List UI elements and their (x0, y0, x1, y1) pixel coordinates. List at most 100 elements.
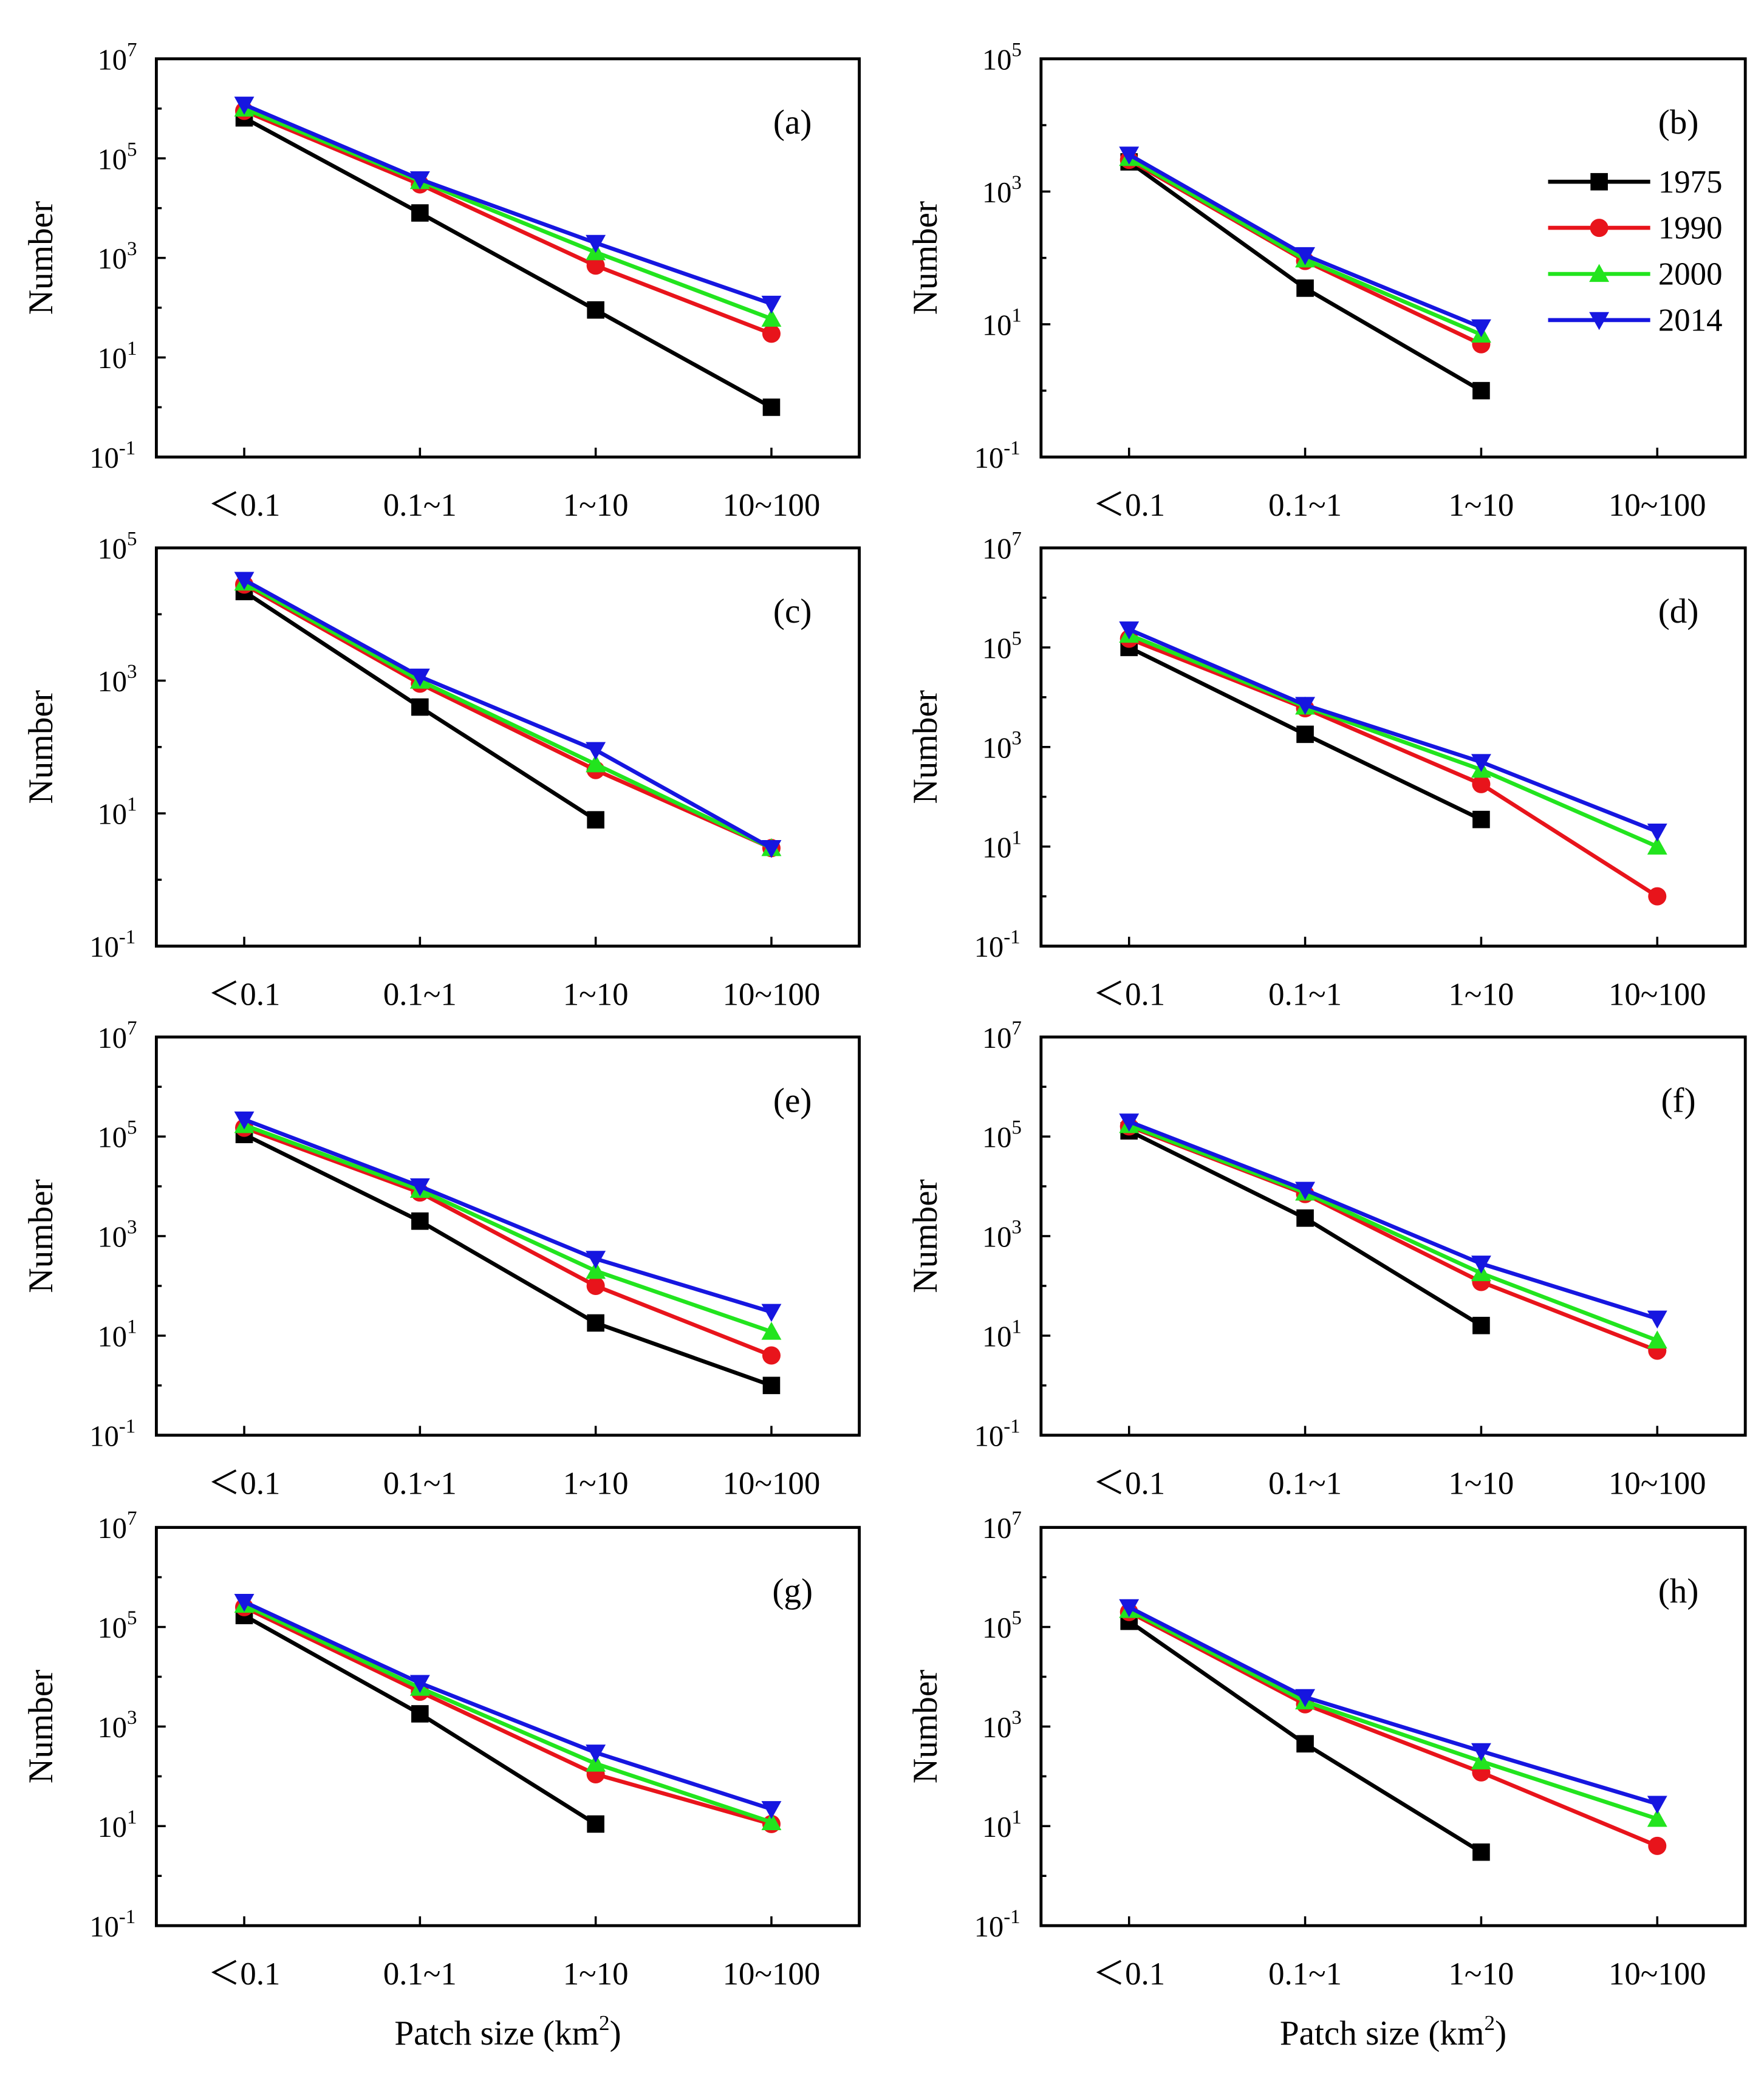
series-1975 (235, 583, 604, 829)
data-point (762, 324, 781, 343)
series-line-segment (1480, 768, 1658, 849)
y-tick-label: 105 (982, 628, 1022, 665)
legend-label: 1975 (1658, 165, 1723, 200)
x-tick-label: 1~10 (563, 977, 629, 1012)
x-tick-label: 0.1~1 (1268, 488, 1342, 523)
x-tick-label: 0.1~1 (383, 1957, 457, 1992)
data-point (411, 1705, 429, 1723)
series-line-segment (419, 682, 597, 772)
series-line-segment (419, 179, 597, 255)
data-point (1647, 836, 1667, 855)
series-2000 (1119, 148, 1491, 343)
data-point (409, 1675, 430, 1694)
y-tick-label: 103 (982, 1217, 1022, 1254)
y-tick-label: 105 (98, 138, 137, 176)
y-tick-label: 107 (982, 528, 1022, 566)
panel-label: (h) (1658, 1572, 1699, 1610)
series-line-segment (1127, 160, 1307, 290)
x-tick-label: ＜0.1 (1093, 977, 1165, 1012)
series-1975 (1120, 638, 1490, 829)
x-tick-label: 0.1~1 (1268, 1957, 1342, 1992)
x-tick-label: ＜0.1 (1093, 1466, 1165, 1502)
data-point (1647, 1808, 1667, 1827)
data-point (1472, 810, 1490, 829)
data-point (1472, 774, 1491, 793)
series-line-segment (1480, 782, 1659, 898)
series-1975 (235, 1126, 781, 1395)
series-line-segment (1128, 627, 1306, 707)
data-point (1471, 1743, 1491, 1762)
legend-marker (1590, 219, 1608, 238)
series-line-segment (419, 211, 597, 312)
y-tick-label: 107 (982, 1017, 1022, 1054)
x-tick-label: 10~100 (723, 977, 821, 1012)
data-point (762, 1376, 781, 1395)
y-tick-label: 105 (98, 1607, 137, 1644)
data-point (762, 398, 781, 416)
x-tick-label: 10~100 (1608, 488, 1706, 523)
plot-frame (154, 546, 861, 948)
data-point (1648, 887, 1667, 906)
series-line-segment (1304, 257, 1482, 337)
y-tick-label: 103 (98, 661, 137, 698)
y-tick-label: 10-1 (89, 1415, 135, 1452)
y-tick-label: 101 (98, 1806, 137, 1844)
x-tick-label: ＜0.1 (1093, 488, 1165, 523)
series-line-segment (1304, 705, 1482, 772)
series-line-segment (1304, 1191, 1482, 1276)
panel-b: 10-1 101 103 105 ＜0.1 0.1~1 1~10 10~100 Number (b… (906, 39, 1747, 523)
series-line-segment (1304, 1742, 1483, 1854)
data-point (411, 698, 429, 716)
data-point (762, 1346, 781, 1365)
plot-frame (1039, 57, 1747, 459)
series-line-segment (419, 1712, 597, 1826)
series-line-segment (243, 1600, 421, 1685)
data-point (1296, 725, 1314, 743)
data-point (587, 1314, 604, 1332)
series-line-segment (1304, 732, 1482, 822)
panel-a: 10-1 101 103 105 107 ＜0.1 0.1~1 1~10 10~100 Numbe… (22, 39, 861, 523)
data-point (1295, 1181, 1316, 1200)
data-point (1648, 1836, 1667, 1855)
data-point (761, 1801, 782, 1819)
series-line-segment (419, 678, 597, 767)
series-line-segment (243, 103, 421, 182)
series-line-segment (595, 250, 773, 321)
series-line-segment (243, 1126, 421, 1195)
y-tick-label: 103 (98, 1707, 137, 1744)
y-tick-label: 10-1 (974, 1415, 1020, 1452)
series-2000 (234, 572, 782, 856)
series-1975 (1120, 1122, 1490, 1335)
series-1975 (1120, 153, 1490, 400)
series-line-segment (595, 1762, 772, 1824)
x-tick-label: 0.1~1 (1268, 1466, 1342, 1502)
x-axis-label: Patch size (km2) (394, 2011, 621, 2052)
panel-c: 10-1 101 103 105 ＜0.1 0.1~1 1~10 10~100 Number (c… (22, 528, 861, 1012)
data-point (761, 295, 782, 314)
y-axis-label: Number (22, 1179, 60, 1293)
series-line-segment (1304, 1188, 1482, 1266)
data-point (1471, 319, 1491, 338)
y-tick-label: 103 (982, 1707, 1022, 1744)
y-tick-label: 10-1 (974, 437, 1020, 474)
series-line-segment (1480, 1770, 1658, 1848)
data-point (586, 1251, 606, 1269)
data-point (411, 1212, 429, 1230)
x-tick-label: ＜0.1 (208, 1957, 281, 1992)
series-line-segment (243, 581, 421, 683)
series-1975 (235, 1607, 604, 1833)
legend-label: 2014 (1658, 303, 1723, 338)
y-tick-label: 101 (98, 794, 137, 831)
series-line-segment (243, 1117, 421, 1189)
x-tick-label: 1~10 (1449, 1957, 1514, 1992)
data-point (411, 204, 429, 222)
y-tick-label: 101 (98, 338, 137, 375)
series-line-segment (1128, 156, 1307, 261)
data-point (234, 97, 255, 115)
series-line-segment (243, 1123, 421, 1192)
series-line-segment (1128, 1119, 1306, 1192)
y-tick-label: 103 (982, 172, 1022, 209)
data-point (761, 1321, 782, 1340)
x-tick-label: 0.1~1 (383, 1466, 457, 1502)
